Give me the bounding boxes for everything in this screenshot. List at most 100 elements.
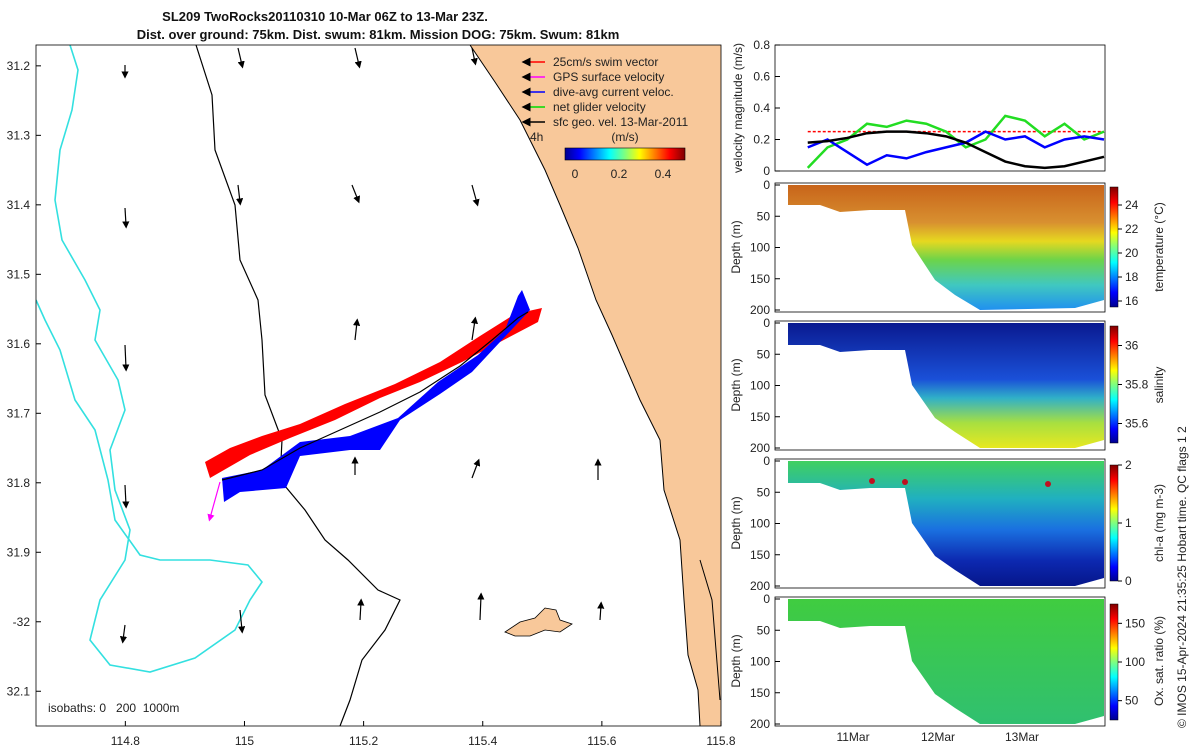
depth-tick-label: 100	[750, 241, 770, 255]
depth-tick-label: 150	[750, 272, 770, 286]
colorbar-tick-label: 50	[1125, 694, 1139, 708]
chla-field	[788, 461, 1104, 586]
map-x-tick-label: 115	[235, 734, 254, 748]
side-note: © IMOS 15-Apr-2024 21:35:25 Hobart time.…	[1175, 426, 1189, 728]
depth-tick-label: 0	[763, 316, 770, 330]
velocity-series	[806, 114, 1105, 170]
temperature-field	[788, 185, 1104, 310]
vector-arrow	[470, 47, 478, 66]
depth-tick-label: 200	[750, 441, 770, 455]
map-border	[35, 44, 722, 727]
depth-tick-label: 150	[750, 410, 770, 424]
oxsat-field	[788, 599, 1104, 724]
colorbar-tick-label: 36	[1125, 339, 1139, 353]
depth-tick-label: 0	[763, 454, 770, 468]
colorbar-tick-label: 35.6	[1125, 417, 1149, 431]
vector-arrows	[119, 47, 605, 644]
map-colorbar-ticks: 0 0.2 0.4	[572, 167, 672, 181]
colorbar-label: salinity	[1152, 367, 1166, 404]
isobaths-label: isobaths: 0 200 1000m	[48, 701, 179, 715]
isobath-1000m	[36, 45, 263, 673]
map-x-tick-label: 115.4	[468, 734, 497, 748]
depth-tick-label: 100	[750, 655, 770, 669]
colorbar-tick-label: 0.4	[655, 167, 672, 181]
map-x-tick-label: 115.6	[587, 734, 616, 748]
depth-tick-label: 200	[750, 303, 770, 317]
depth-tick-label: 200	[750, 717, 770, 731]
colorbar-tick-label: 22	[1125, 222, 1139, 236]
depth-axis-label: Depth (m)	[729, 634, 743, 687]
map-y-tick-label: 31.9	[7, 545, 31, 559]
map-x-ticks: 114.8 115 115.2 115.4 115.6 115.8	[111, 721, 736, 748]
velocity-y-tick-label: 0.2	[753, 133, 770, 147]
colorbar-unit: (m/s)	[611, 130, 638, 144]
depth-tick-label: 50	[757, 485, 771, 499]
depth-axis-label: Depth (m)	[729, 358, 743, 411]
vector-arrow	[357, 598, 365, 621]
colorbar-tick-label: 1	[1125, 516, 1132, 530]
map-y-tick-label: 31.8	[7, 476, 31, 490]
temperature-panel	[774, 182, 1119, 313]
colorbar-tick-label: 100	[1125, 655, 1145, 669]
vector-arrow	[236, 184, 244, 206]
depth-tick-label: 50	[757, 209, 771, 223]
vector-arrow	[471, 458, 481, 479]
track-line	[221, 311, 529, 481]
depth-tick-label: 150	[750, 686, 770, 700]
oxsat-colorbar	[1109, 603, 1119, 721]
legend-label: GPS surface velocity	[553, 70, 664, 84]
vector-arrow	[122, 207, 130, 229]
velocity-ylabel: velocity magnitude (m/s)	[731, 43, 745, 173]
velocity-y-tick-label: 0	[763, 164, 770, 178]
vector-arrow	[119, 624, 128, 644]
colorbar-tick-label: 0	[572, 167, 579, 181]
chla-panel	[774, 458, 1119, 589]
depth-tick-label: 50	[757, 623, 771, 637]
velocity-panel: 0 0.2 0.4 0.6 0.8 velocity magnitude (m/s)	[731, 38, 1106, 178]
velocity-y-tick-label: 0.6	[753, 70, 770, 84]
depth-axis-label: Depth (m)	[729, 220, 743, 273]
chla-colorbar	[1109, 464, 1119, 582]
salinity-colorbar	[1109, 325, 1119, 444]
vector-arrow	[477, 592, 485, 621]
salinity-field	[788, 323, 1104, 448]
map-x-tick-label: 115.2	[349, 734, 378, 748]
oxsat-panel	[774, 596, 1119, 727]
time-axis-ticks: 11Mar 12Mar 13Mar	[836, 730, 1039, 744]
vector-arrow	[597, 601, 605, 621]
time-label: 4h	[530, 130, 543, 144]
isobath-deep	[699, 559, 721, 701]
gps-surface-vector	[207, 481, 221, 522]
velocity-y-tick-label: 0.8	[753, 38, 770, 52]
depth-tick-label: 200	[750, 579, 770, 593]
coastline	[469, 45, 701, 726]
depth-tick-label: 0	[763, 592, 770, 606]
depth-axis-label: Depth (m)	[729, 496, 743, 549]
island	[504, 607, 573, 637]
map-y-ticks: 31.2 31.3 31.4 31.5 31.6 31.7 31.8 31.9 -32 32.1	[7, 59, 41, 698]
map-y-tick-label: 31.6	[7, 337, 31, 351]
map-x-tick-label: 114.8	[111, 734, 140, 748]
colorbar-label: chl-a (mg m-3)	[1152, 484, 1166, 562]
colorbar-tick-label: 0	[1125, 574, 1132, 588]
depth-tick-label: 150	[750, 548, 770, 562]
time-tick-label: 13Mar	[1005, 730, 1039, 744]
colorbar-label: Ox. sat. ratio (%)	[1152, 616, 1166, 706]
vector-arrow	[353, 318, 361, 341]
velocity-series-line	[807, 130, 1105, 167]
map-x-tick-label: 115.8	[706, 734, 735, 748]
vector-arrow	[122, 484, 130, 509]
colorbar-tick-label: 0.2	[611, 167, 628, 181]
colorbar-tick-label: 35.8	[1125, 378, 1149, 392]
salinity-panel	[774, 320, 1119, 451]
depth-tick-label: 0	[763, 178, 770, 192]
map-y-tick-label: 31.5	[7, 267, 31, 281]
vector-arrow	[351, 184, 361, 204]
depth-tick-label: 100	[750, 517, 770, 531]
chla-bloom-dot	[1045, 481, 1051, 487]
velocity-series-line	[807, 130, 1105, 170]
velocity-y-ticks: 0 0.2 0.4 0.6 0.8	[753, 38, 780, 178]
chla-bloom-dot	[869, 478, 875, 484]
